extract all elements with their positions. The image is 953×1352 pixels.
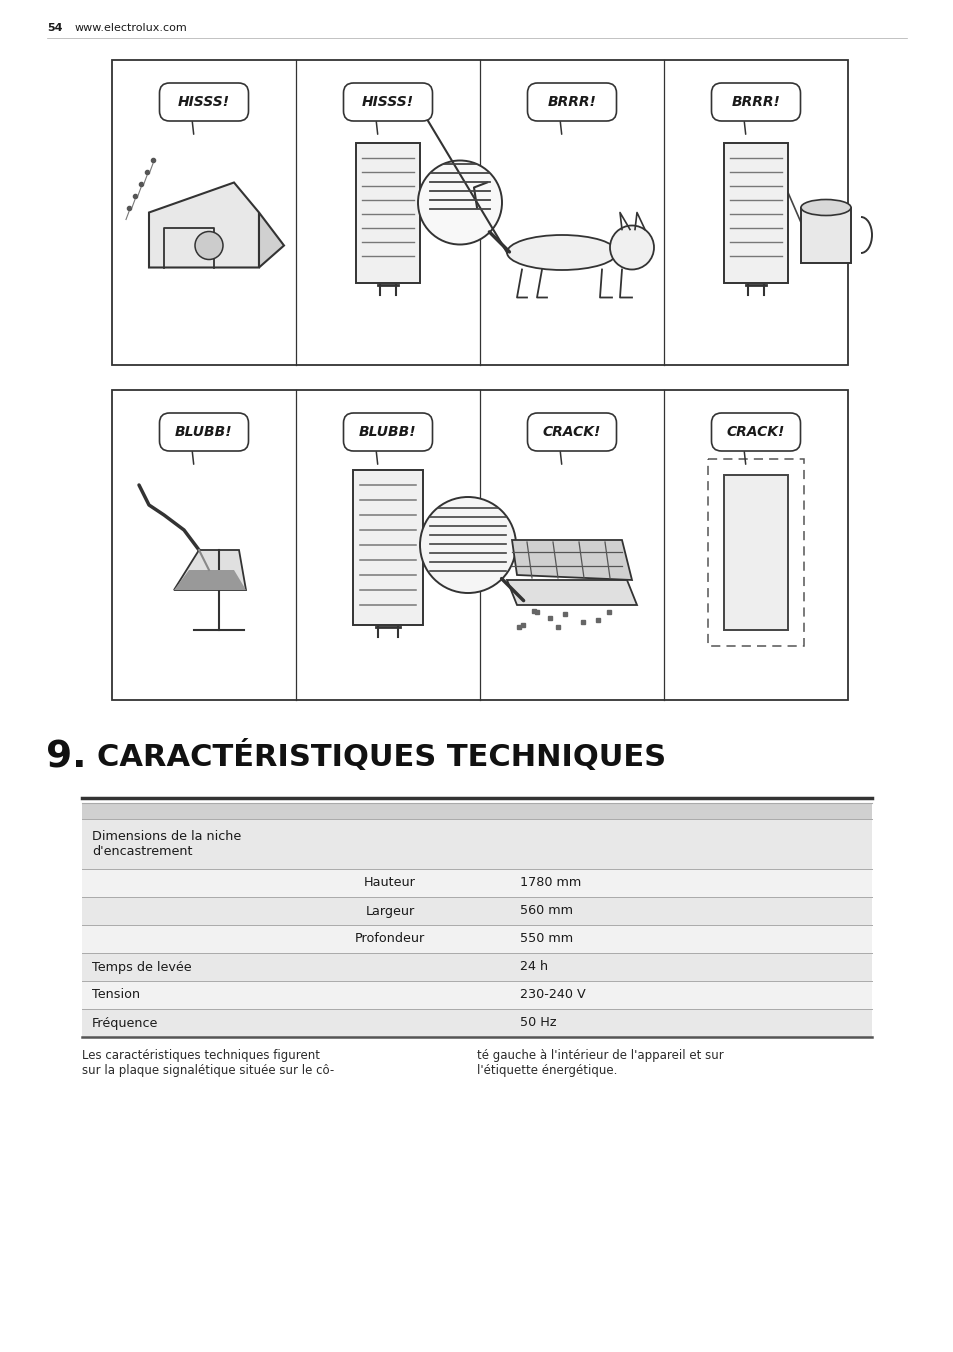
Bar xyxy=(112,59,847,365)
Text: té gauche à l'intérieur de l'appareil et sur
l'étiquette énergétique.: té gauche à l'intérieur de l'appareil et… xyxy=(476,1049,723,1078)
Polygon shape xyxy=(173,550,246,589)
Text: 9.: 9. xyxy=(46,740,87,776)
Text: Tension: Tension xyxy=(91,988,140,1002)
Bar xyxy=(82,982,871,1009)
Text: www.electrolux.com: www.electrolux.com xyxy=(75,23,188,32)
Text: BRRR!: BRRR! xyxy=(731,95,780,110)
FancyBboxPatch shape xyxy=(527,82,616,120)
FancyBboxPatch shape xyxy=(343,82,432,120)
Text: HISSS!: HISSS! xyxy=(361,95,414,110)
Text: Fréquence: Fréquence xyxy=(91,1017,158,1029)
Bar xyxy=(82,1009,871,1037)
Circle shape xyxy=(417,161,501,245)
Bar xyxy=(355,142,419,283)
Bar xyxy=(707,458,803,646)
FancyBboxPatch shape xyxy=(711,412,800,452)
Text: BLUBB!: BLUBB! xyxy=(359,425,416,439)
Bar xyxy=(723,475,787,630)
Polygon shape xyxy=(258,212,284,268)
Text: BLUBB!: BLUBB! xyxy=(175,425,233,439)
Text: 24 h: 24 h xyxy=(519,960,548,973)
FancyBboxPatch shape xyxy=(527,412,616,452)
Text: Largeur: Largeur xyxy=(365,904,415,918)
Text: HISSS!: HISSS! xyxy=(178,95,230,110)
Text: Temps de levée: Temps de levée xyxy=(91,960,192,973)
Polygon shape xyxy=(173,571,246,589)
Text: BRRR!: BRRR! xyxy=(547,95,596,110)
Bar xyxy=(82,819,871,869)
Text: CRACK!: CRACK! xyxy=(726,425,784,439)
Text: Profondeur: Profondeur xyxy=(355,933,425,945)
Text: 54: 54 xyxy=(47,23,63,32)
FancyBboxPatch shape xyxy=(159,82,248,120)
Bar xyxy=(82,803,871,819)
Bar xyxy=(112,389,847,700)
Bar xyxy=(801,207,850,262)
Text: 50 Hz: 50 Hz xyxy=(519,1017,556,1029)
FancyBboxPatch shape xyxy=(711,82,800,120)
Bar xyxy=(82,896,871,925)
Circle shape xyxy=(609,226,654,269)
Text: Dimensions de la niche
d'encastrement: Dimensions de la niche d'encastrement xyxy=(91,830,241,859)
FancyBboxPatch shape xyxy=(343,412,432,452)
Polygon shape xyxy=(506,580,637,604)
Text: Les caractéristiques techniques figurent
sur la plaque signalétique située sur l: Les caractéristiques techniques figurent… xyxy=(82,1049,334,1078)
Polygon shape xyxy=(512,539,631,580)
Polygon shape xyxy=(149,183,258,268)
Bar xyxy=(353,470,422,625)
Circle shape xyxy=(194,231,223,260)
FancyBboxPatch shape xyxy=(159,412,248,452)
Text: 230-240 V: 230-240 V xyxy=(519,988,585,1002)
Circle shape xyxy=(419,498,516,594)
Bar xyxy=(723,142,787,283)
Text: 550 mm: 550 mm xyxy=(519,933,573,945)
Bar xyxy=(82,869,871,896)
Text: Hauteur: Hauteur xyxy=(364,876,416,890)
Bar xyxy=(82,953,871,982)
Text: 1780 mm: 1780 mm xyxy=(519,876,580,890)
Text: CARACTÉRISTIQUES TECHNIQUES: CARACTÉRISTIQUES TECHNIQUES xyxy=(97,740,665,772)
Text: CRACK!: CRACK! xyxy=(542,425,600,439)
Bar xyxy=(82,925,871,953)
Text: 560 mm: 560 mm xyxy=(519,904,573,918)
Ellipse shape xyxy=(506,235,617,270)
Ellipse shape xyxy=(801,200,850,215)
